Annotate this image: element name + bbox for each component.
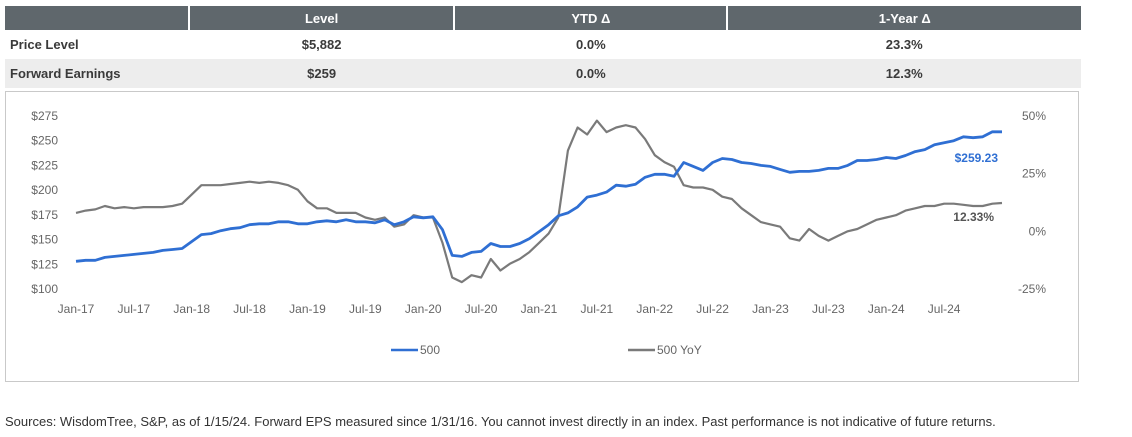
source-note: Sources: WisdomTree, S&P, as of 1/15/24.…: [5, 414, 996, 429]
x-tick-label: Jan-17: [58, 302, 95, 316]
y-left-tick-label: $125: [31, 257, 58, 271]
header-blank: [5, 6, 189, 30]
y-right-tick-label: 25%: [1022, 167, 1046, 181]
y-right-tick-label: -25%: [1018, 282, 1046, 296]
y-left-tick-label: $250: [31, 134, 58, 148]
x-tick-label: Jul-20: [465, 302, 498, 316]
chart-frame: $100 $125 $150 $175 $200 $225 $250 $275 -25% 0% 25…: [5, 91, 1079, 382]
row-label: Forward Earnings: [5, 59, 189, 88]
series-line-sp500-yoy: [75, 119, 1003, 284]
x-tick-label: Jul-17: [118, 302, 151, 316]
x-tick-label: Jan-24: [868, 302, 905, 316]
x-tick-label: Jul-23: [812, 302, 845, 316]
x-tick-label: Jul-24: [928, 302, 961, 316]
x-tick-label: Jan-20: [405, 302, 442, 316]
cell-one-year: 12.3%: [727, 59, 1081, 88]
header-level: Level: [187, 6, 455, 30]
cell-one-year: 23.3%: [885, 37, 923, 52]
x-tick-label: Jul-22: [696, 302, 729, 316]
x-tick-label: Jan-22: [636, 302, 673, 316]
row-label: Price Level: [10, 37, 79, 52]
table-row: Forward Earnings $259 0.0% 12.3%: [5, 59, 1081, 88]
header-ytd: YTD Δ: [453, 6, 728, 30]
end-label-yoy: 12.33%: [953, 210, 994, 224]
x-tick-label: Jan-21: [521, 302, 558, 316]
x-tick-label: Jan-19: [289, 302, 326, 316]
x-tick-label: Jul-21: [581, 302, 614, 316]
y-right-tick-label: 50%: [1022, 109, 1046, 123]
header-one-year: 1-Year Δ: [726, 6, 1081, 30]
legend-label: 500 YoY: [657, 343, 702, 357]
x-tick-label: Jul-19: [349, 302, 382, 316]
x-tick-label: Jul-18: [233, 302, 266, 316]
x-tick-label: Jan-18: [173, 302, 210, 316]
cell-level: $5,882: [301, 37, 342, 52]
line-chart: $100 $125 $150 $175 $200 $225 $250 $275 -25% 0% 25…: [31, 109, 1047, 357]
y-left-tick-label: $175: [31, 208, 58, 222]
table-row: Price Level $5,882 0.0% 23.3%: [5, 30, 1081, 59]
legend-label: 500: [420, 343, 440, 357]
y-left-tick-label: $100: [31, 282, 58, 296]
series-line-sp500: [75, 130, 1002, 263]
cell-ytd: 0.0%: [576, 37, 606, 52]
y-left-tick-label: $275: [31, 109, 58, 123]
cell-ytd: 0.0%: [454, 59, 728, 88]
y-left-tick-label: $150: [31, 233, 58, 247]
cell-level: $259: [189, 59, 455, 88]
table-header-row: Level YTD Δ 1-Year Δ: [5, 6, 1081, 30]
y-left-tick-label: $200: [31, 183, 58, 197]
end-label-500: $259.23: [955, 151, 999, 165]
summary-table: Level YTD Δ 1-Year Δ Price Level $5,882 …: [5, 6, 1081, 88]
y-right-tick-label: 0%: [1029, 224, 1047, 238]
x-tick-label: Jan-23: [752, 302, 789, 316]
y-left-tick-label: $225: [31, 158, 58, 172]
